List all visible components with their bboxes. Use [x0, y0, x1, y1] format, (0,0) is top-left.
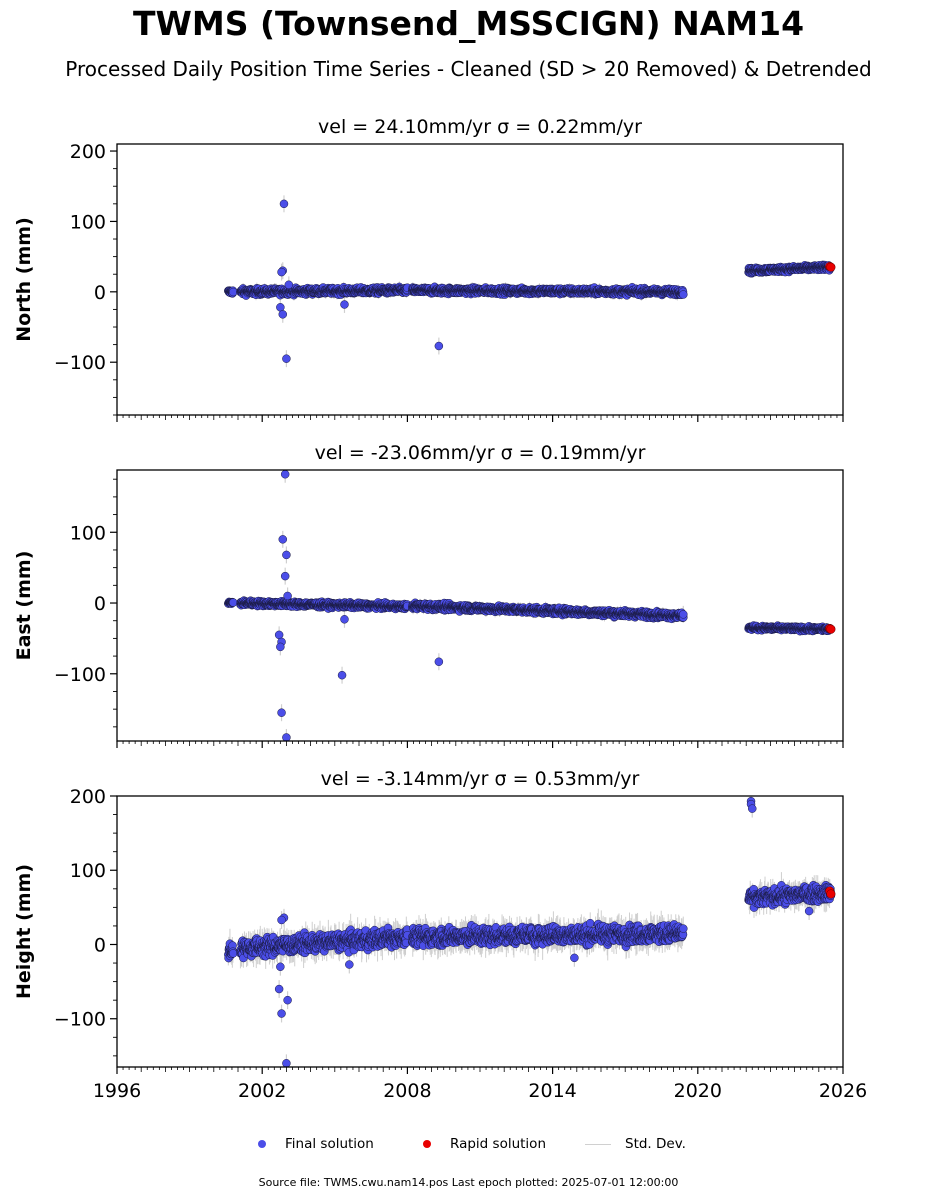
final-point [679, 290, 688, 299]
outlier-point [282, 354, 291, 363]
std-dev-lines-north [227, 195, 832, 368]
final-point [228, 598, 238, 607]
panel-north: −100 0 100 200 vel = 24.10mm/yr σ = 0.22mm/y… [13, 116, 844, 422]
outlier-point [276, 303, 285, 312]
y-axis-label-north: North (mm) [13, 217, 35, 342]
outlier-point [284, 280, 294, 290]
outlier-point [277, 267, 286, 277]
final-solution-points-north [224, 199, 836, 363]
outlier-point [340, 300, 349, 309]
y-tick-label: 100 [70, 211, 106, 233]
y-tick-label: 0 [94, 282, 106, 304]
rapid-solution-points-north [825, 261, 836, 272]
plot-area-east [224, 470, 836, 741]
page-subtitle: Processed Daily Position Time Series - C… [65, 57, 872, 81]
y-ticks-north: −100 0 100 200 [54, 141, 117, 416]
y-tick-label: 200 [70, 141, 106, 163]
page-title: TWMS (Townsend_MSSCIGN) NAM14 [132, 4, 805, 43]
y-tick-label: −100 [54, 352, 106, 374]
rapid-point [826, 262, 836, 272]
outlier-point [434, 341, 444, 351]
x-ticks-north [116, 415, 844, 422]
final-point [228, 287, 238, 297]
panel-title-north: vel = 24.10mm/yr σ = 0.22mm/yr [318, 116, 642, 138]
outlier-point [278, 310, 288, 319]
outlier-point [279, 199, 289, 209]
axes-frame [116, 143, 844, 416]
final-solution-points-east [224, 470, 836, 741]
plot-area-north [224, 195, 836, 368]
